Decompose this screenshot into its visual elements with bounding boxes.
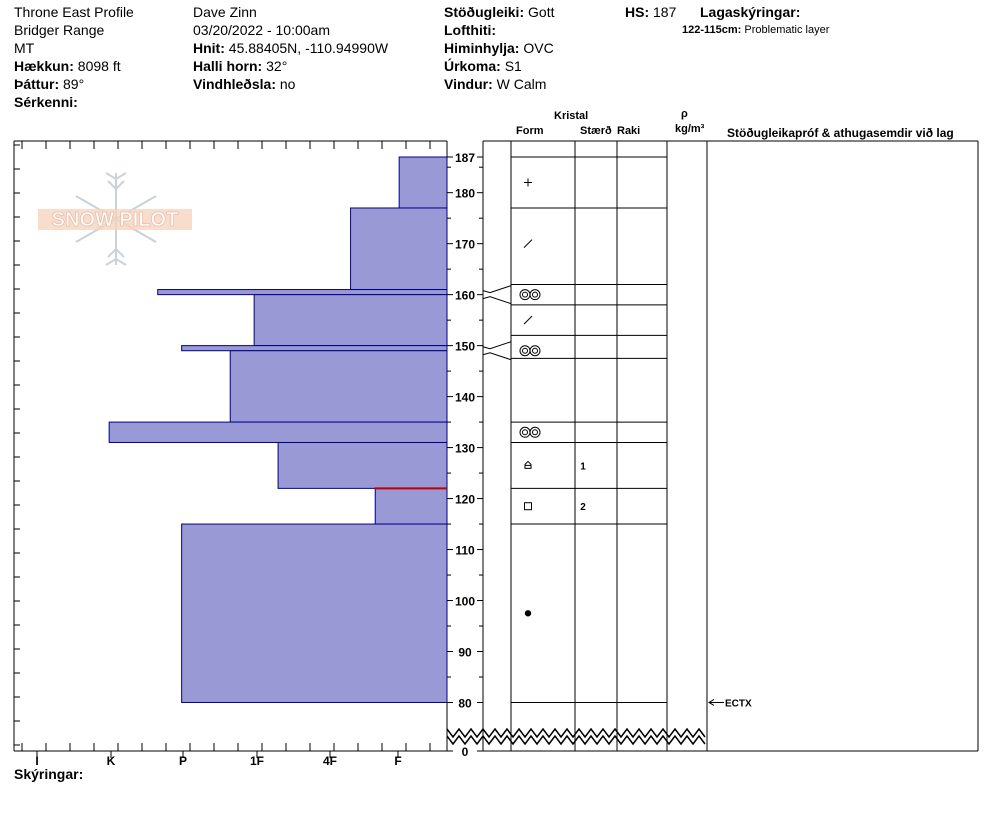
observer: Dave Zinn — [193, 4, 257, 20]
fan-connector — [482, 352, 512, 361]
fan-connector — [482, 296, 512, 305]
crystal-cup-icon — [524, 460, 532, 469]
crystal-header: Kristal — [554, 110, 589, 122]
hardness-category-label: I — [35, 754, 38, 768]
hardness-category-label: 1F — [250, 754, 264, 768]
tests-header: Stöðugleikapróf & athugasemdir við lag — [727, 126, 954, 140]
axis-break-lower — [446, 734, 706, 746]
depth-tick-label: 187 — [455, 151, 475, 165]
size-header: Stærð — [580, 125, 612, 137]
layer-note: 122-115cm: Problematic layer — [682, 24, 830, 36]
range-name: Bridger Range — [14, 22, 105, 38]
hardness-bar — [181, 523, 448, 703]
snow-height: HS: 187 — [625, 4, 677, 20]
wind: Vindur: W Calm — [444, 76, 547, 92]
crystal-slash-icon — [523, 315, 533, 325]
depth-tick-label: 130 — [455, 442, 475, 456]
comments-label: Skýringar: — [14, 766, 84, 782]
svg-text:SNOW PILOT: SNOW PILOT — [52, 209, 179, 231]
air-temp-label: Lofthiti: — [444, 22, 497, 38]
site-name: Throne East Profile — [14, 4, 134, 20]
hardness-bar — [253, 294, 448, 347]
depth-tick-label: 0 — [462, 745, 469, 759]
hardness-bar — [350, 207, 448, 291]
depth-tick-label: 170 — [455, 238, 475, 252]
coordinates: Hnit: 45.88405N, -110.94990W — [193, 40, 389, 56]
hardness-category-label: K — [107, 754, 116, 768]
datetime: 03/20/2022 - 10:00am — [193, 22, 330, 38]
test-marker-label: ECTX — [725, 698, 752, 709]
slope-angle: Halli horn: 32° — [193, 58, 288, 74]
depth-tick-label: 180 — [455, 187, 475, 201]
layer-notes-label: Lagaskýringar: — [700, 4, 801, 20]
stability: Stöðugleiki: Gott — [444, 4, 555, 20]
aspect: Þáttur: 89° — [14, 76, 85, 92]
density-unit-header: kg/m³ — [675, 123, 705, 135]
hardness-category-label: P — [179, 754, 187, 768]
precipitation: Úrkoma: S1 — [444, 58, 522, 74]
crystal-dot-icon — [524, 610, 532, 617]
wind-loading: Vindhleðsla: no — [193, 76, 296, 92]
form-header: Form — [516, 125, 544, 137]
hardness-bar — [374, 487, 448, 525]
hardness-bar — [157, 289, 448, 296]
hardness-category-label: 4F — [323, 754, 337, 768]
depth-tick-label: 150 — [455, 340, 475, 354]
hardness-bar — [277, 441, 448, 489]
crystal-surface-hoar-icon — [519, 289, 541, 301]
crystal-square-icon — [524, 502, 532, 511]
state-name: MT — [14, 40, 35, 56]
depth-tick-label: 140 — [455, 391, 475, 405]
crystal-plus-icon — [524, 178, 532, 187]
depth-tick-label: 100 — [455, 595, 475, 609]
depth-tick-label: 110 — [455, 544, 475, 558]
fan-connector — [482, 285, 512, 294]
hardness-bar — [181, 345, 448, 352]
depth-tick-label: 80 — [458, 696, 472, 710]
fan-connector — [482, 341, 512, 350]
snowpilot-logo: SNOW PILOT — [38, 172, 192, 266]
rho-header: ρ — [681, 108, 688, 120]
elevation: Hækkun: 8098 ft — [14, 58, 121, 74]
axis-break-upper — [446, 727, 706, 739]
test-marker-arrow-icon — [708, 699, 715, 706]
crystal-surface-hoar-icon — [519, 345, 541, 357]
hardness-bar — [108, 421, 448, 443]
hardness-category-label: F — [394, 754, 401, 768]
features-label: Sérkenni: — [14, 94, 78, 110]
depth-tick-label: 90 — [458, 646, 472, 660]
crystal-size-label: 2 — [580, 502, 586, 513]
crystal-slash-icon — [523, 239, 533, 249]
sky-cover: Himinhylja: OVC — [444, 40, 554, 56]
hardness-bar — [398, 156, 448, 209]
depth-tick-label: 160 — [455, 289, 475, 303]
depth-tick-label: 120 — [455, 493, 475, 507]
hardness-bar — [229, 350, 448, 423]
crystal-surface-hoar-icon — [519, 426, 541, 438]
moisture-header: Raki — [617, 125, 641, 137]
crystal-size-label: 1 — [580, 461, 586, 472]
